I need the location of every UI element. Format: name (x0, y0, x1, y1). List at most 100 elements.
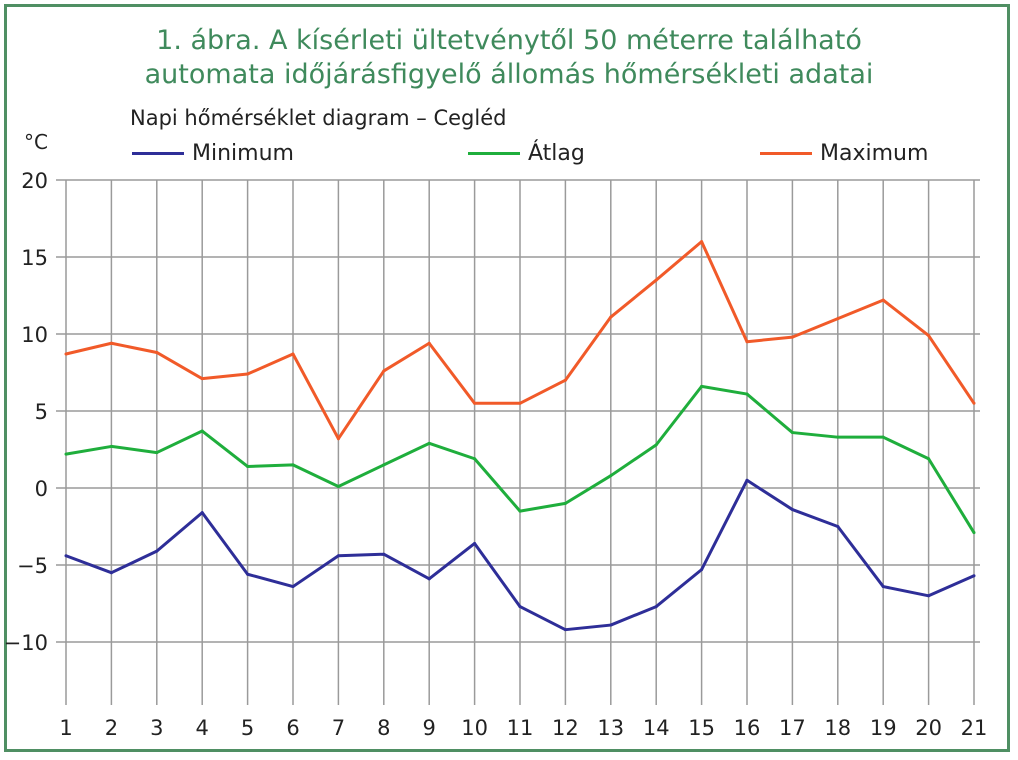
data-point (336, 484, 340, 488)
data-point (609, 474, 613, 478)
legend-minimum: Minimum (132, 141, 294, 166)
data-point (336, 554, 340, 558)
legend-maximum: Maximum (760, 141, 928, 166)
data-point (427, 441, 431, 445)
data-point (64, 352, 68, 356)
data-point (881, 298, 885, 302)
legend-label-atlag: Átlag (528, 141, 585, 166)
figure-title-line1: 1. ábra. A kísérleti ültetvénytől 50 mét… (156, 25, 862, 56)
data-point (427, 577, 431, 581)
x-tick-label: 12 (552, 716, 579, 740)
legend-label-minimum: Minimum (192, 141, 294, 166)
data-point (518, 605, 522, 609)
x-tick-label: 6 (286, 716, 299, 740)
data-point (745, 340, 749, 344)
data-point (881, 435, 885, 439)
data-point (563, 378, 567, 382)
data-point (200, 429, 204, 433)
data-point (473, 457, 477, 461)
data-point (836, 525, 840, 528)
data-point (427, 341, 431, 345)
y-tick-label: −10 (4, 631, 48, 655)
data-point (473, 401, 477, 405)
data-point (382, 552, 386, 556)
data-point (881, 585, 885, 589)
data-point (336, 437, 340, 441)
data-point (291, 463, 295, 467)
data-point (700, 568, 704, 572)
data-point (790, 508, 794, 512)
data-point (745, 478, 749, 482)
data-point (654, 443, 658, 447)
x-tick-label: 3 (150, 716, 163, 740)
data-point (836, 435, 840, 439)
data-point (291, 352, 295, 356)
data-point (972, 531, 976, 535)
data-point (563, 501, 567, 505)
data-point (654, 278, 658, 282)
legend-swatch-atlag (468, 152, 520, 155)
data-point (700, 240, 704, 244)
data-point (64, 554, 68, 558)
x-tick-label: 10 (461, 716, 488, 740)
data-point (518, 509, 522, 513)
data-point (64, 452, 68, 456)
x-tick-label: 9 (423, 716, 436, 740)
data-point (200, 511, 204, 515)
data-point (291, 585, 295, 589)
y-tick-label: 15 (21, 246, 48, 270)
data-point (109, 444, 113, 448)
x-tick-label: 14 (643, 716, 670, 740)
data-point (518, 401, 522, 405)
y-tick-label: 10 (21, 323, 48, 347)
data-point (155, 451, 159, 455)
data-point (155, 350, 159, 354)
x-tick-label: 16 (734, 716, 761, 740)
data-point (200, 377, 204, 381)
x-tick-label: 18 (824, 716, 851, 740)
data-point (246, 372, 250, 376)
data-point (745, 392, 749, 396)
data-point (836, 317, 840, 321)
data-point (609, 315, 613, 319)
x-tick-label: 4 (196, 716, 209, 740)
y-tick-label: 20 (21, 169, 48, 193)
data-point (246, 464, 250, 468)
x-tick-label: 2 (105, 716, 118, 740)
data-point (972, 574, 976, 578)
x-tick-label: 17 (779, 716, 806, 740)
data-point (972, 401, 976, 405)
data-point (700, 384, 704, 388)
data-point (563, 628, 567, 632)
legend-atlag: Átlag (468, 141, 585, 166)
y-axis-unit: °C (24, 130, 48, 154)
legend-swatch-maximum (760, 152, 812, 155)
data-point (790, 431, 794, 435)
data-point (927, 457, 931, 461)
x-tick-label: 5 (241, 716, 254, 740)
x-tick-label: 13 (597, 716, 624, 740)
figure-title-line2: automata időjárásfigyelő állomás hőmérsé… (144, 59, 874, 90)
legend-swatch-minimum (132, 152, 184, 155)
x-tick-label: 11 (507, 716, 534, 740)
data-point (246, 572, 250, 576)
y-tick-label: 5 (35, 400, 48, 424)
y-tick-label: −5 (17, 554, 48, 578)
x-tick-label: 21 (961, 716, 988, 740)
x-tick-label: 19 (870, 716, 897, 740)
x-tick-label: 8 (377, 716, 390, 740)
x-tick-label: 7 (332, 716, 345, 740)
data-point (382, 369, 386, 373)
data-point (927, 334, 931, 338)
y-tick-label: 0 (35, 477, 48, 501)
data-point (473, 541, 477, 545)
legend-label-maximum: Maximum (820, 141, 929, 166)
data-point (654, 605, 658, 609)
figure-frame (4, 4, 1010, 752)
x-tick-label: 1 (59, 716, 72, 740)
data-point (382, 463, 386, 467)
data-point (609, 623, 613, 627)
data-point (927, 594, 931, 598)
data-point (109, 571, 113, 575)
